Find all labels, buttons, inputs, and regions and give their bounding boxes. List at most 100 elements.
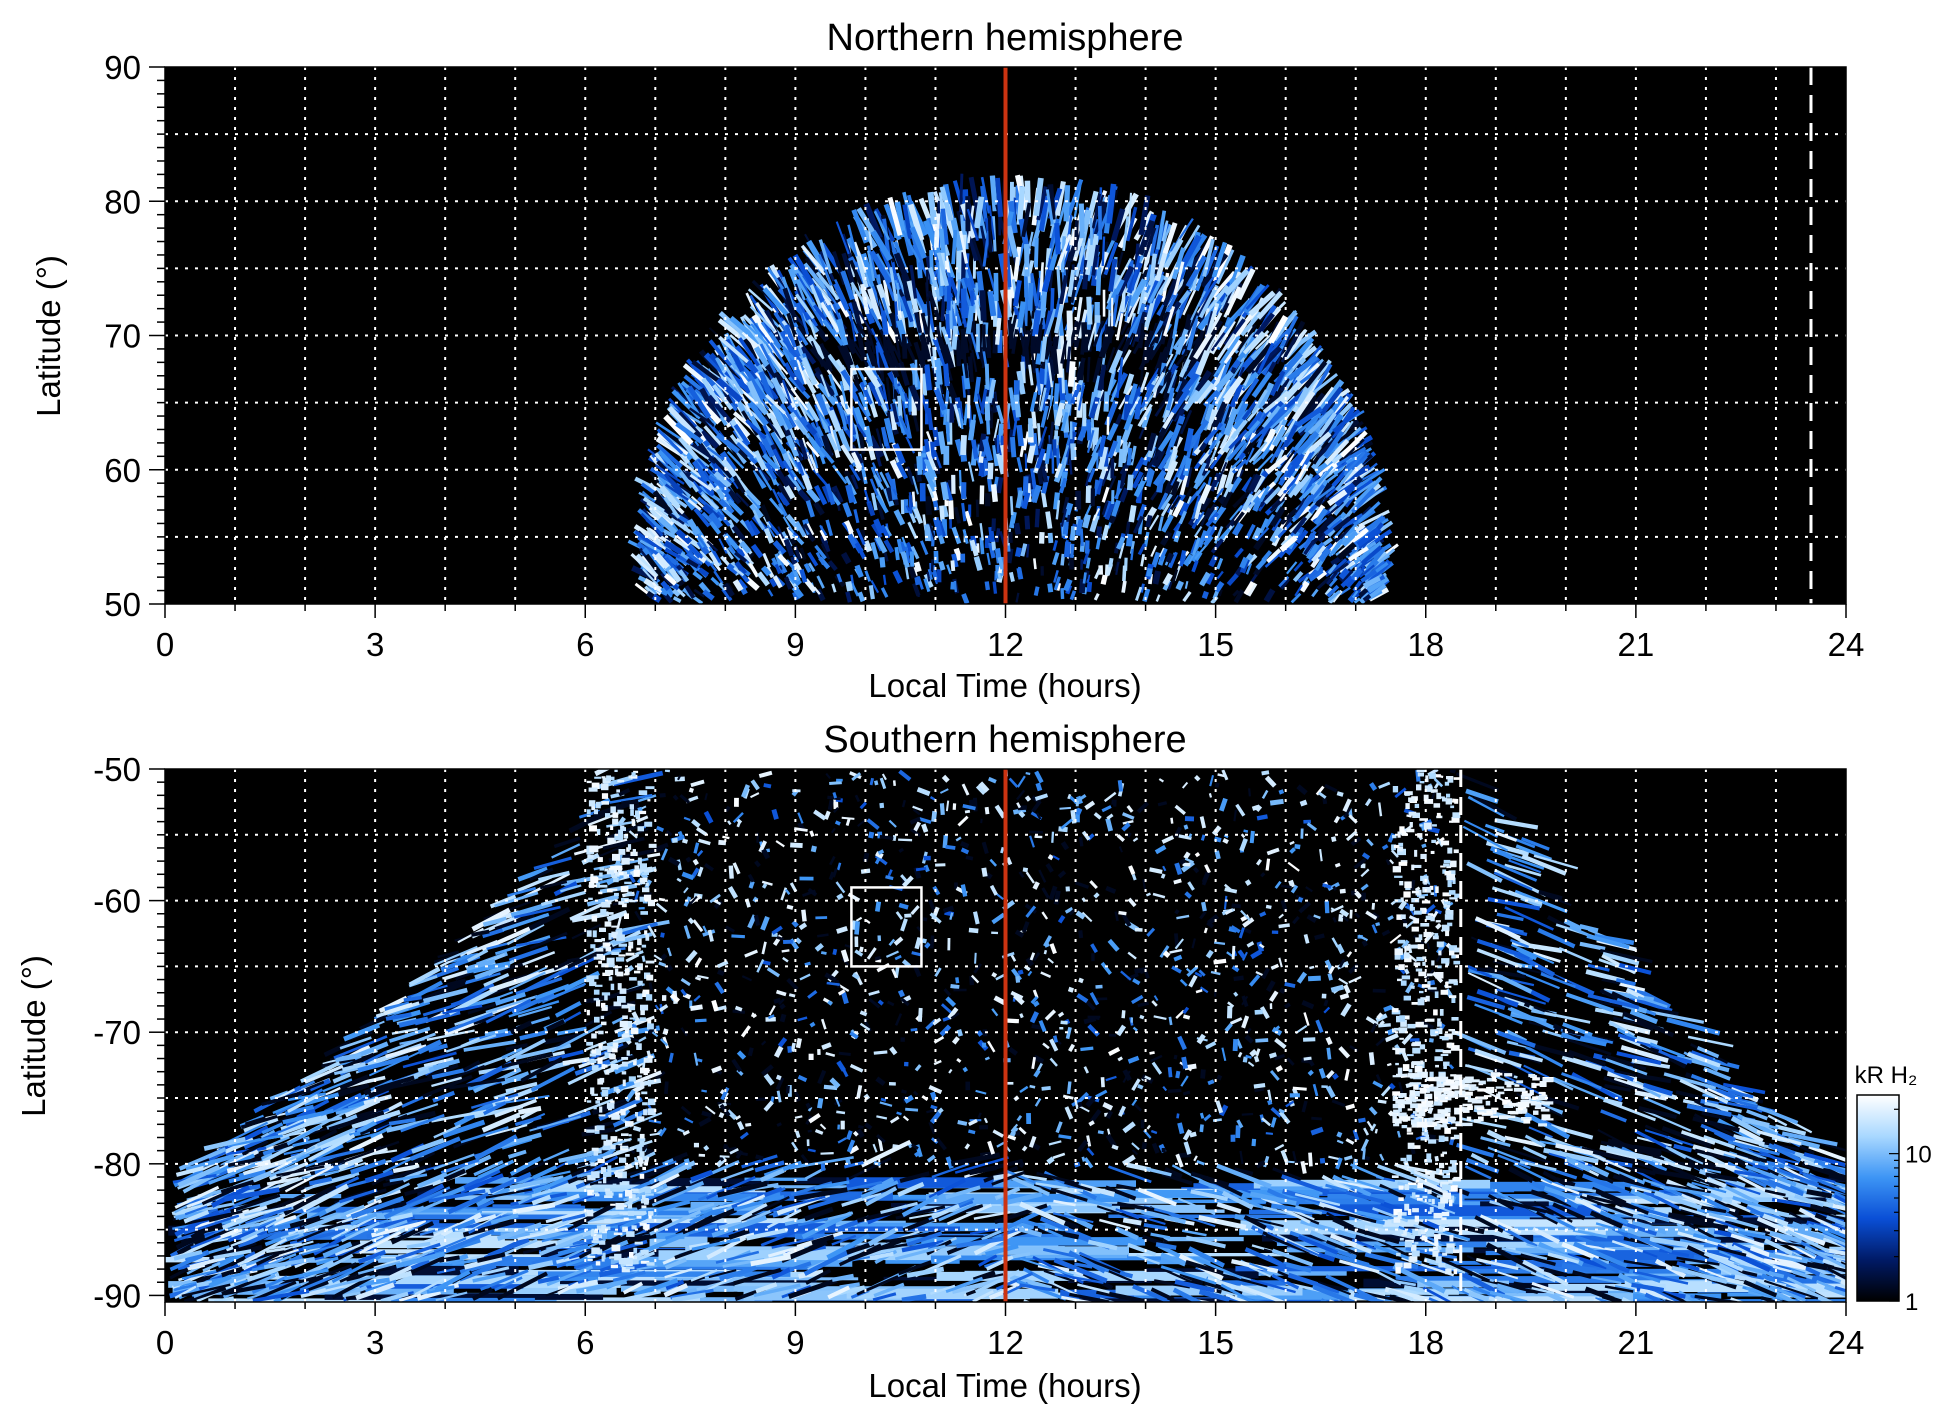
emission-streak — [874, 854, 888, 866]
emission-streak — [1243, 420, 1261, 439]
emission-streak — [1249, 489, 1264, 505]
emission-streak — [1213, 836, 1222, 843]
emission-streak — [762, 453, 780, 471]
emission-streak — [1522, 1145, 1547, 1160]
emission-streak — [884, 472, 897, 490]
emission-streak — [1214, 850, 1221, 860]
emission-streak — [848, 464, 861, 482]
emission-streak — [1143, 1222, 1168, 1231]
emission-streak — [871, 523, 883, 539]
emission-streak — [1023, 431, 1029, 451]
emission-streak — [1311, 1116, 1322, 1121]
emission-streak — [1044, 359, 1048, 385]
emission-streak — [703, 470, 717, 488]
emission-streak — [1271, 425, 1288, 447]
emission-streak — [1199, 571, 1211, 587]
emission-streak — [923, 578, 931, 593]
emission-streak — [1097, 364, 1107, 391]
northern-title: Northern hemisphere — [827, 17, 1184, 59]
emission-streak — [684, 585, 696, 599]
emission-streak — [1079, 528, 1084, 547]
emission-streak — [1481, 1278, 1539, 1294]
emission-streak — [1350, 568, 1363, 582]
emission-streak — [907, 565, 917, 579]
emission-streak — [1278, 987, 1286, 995]
emission-streak — [701, 1089, 707, 1093]
emission-streak — [857, 591, 866, 603]
emission-streak — [970, 352, 974, 380]
emission-streak — [973, 555, 983, 571]
emission-streak — [1060, 841, 1070, 851]
emission-streak — [654, 552, 670, 569]
emission-band — [522, 1225, 653, 1231]
emission-streak — [870, 579, 880, 594]
emission-streak — [692, 570, 703, 581]
emission-streak — [1323, 430, 1345, 458]
emission-streak — [1035, 782, 1043, 792]
emission-streak — [939, 788, 949, 794]
emission-streak — [1021, 492, 1031, 510]
emission-streak — [1326, 489, 1348, 507]
emission-streak — [1223, 407, 1239, 436]
emission-streak — [1047, 184, 1056, 220]
emission-streak — [848, 310, 857, 342]
emission-streak — [1131, 873, 1137, 881]
emission-streak — [1259, 911, 1267, 918]
emission-streak — [1057, 915, 1066, 924]
emission-streak — [924, 524, 931, 542]
emission-streak — [820, 1018, 827, 1030]
emission-streak — [1028, 364, 1034, 386]
emission-streak — [1291, 342, 1314, 369]
emission-streak — [1278, 1110, 1291, 1125]
emission-streak — [754, 1160, 785, 1173]
emission-streak — [1310, 517, 1328, 533]
emission-streak — [836, 1110, 846, 1115]
emission-streak — [675, 528, 693, 545]
emission-streak — [1052, 540, 1058, 551]
emission-streak — [1033, 237, 1039, 268]
emission-streak — [1056, 348, 1064, 378]
emission-streak — [1128, 396, 1141, 416]
emission-streak — [1222, 837, 1229, 844]
emission-streak — [880, 587, 889, 598]
emission-streak — [845, 581, 854, 592]
emission-streak — [1317, 412, 1337, 438]
emission-streak — [884, 339, 900, 369]
emission-streak — [1683, 1220, 1715, 1239]
emission-streak — [1053, 492, 1060, 510]
emission-streak — [906, 280, 920, 313]
emission-streak — [712, 457, 733, 479]
emission-streak — [801, 473, 813, 491]
emission-streak — [1016, 567, 1024, 580]
emission-streak — [1259, 518, 1269, 534]
emission-streak — [1455, 772, 1500, 792]
emission-streak — [1324, 783, 1338, 793]
emission-streak — [1195, 481, 1207, 497]
emission-streak — [1357, 501, 1381, 523]
emission-streak — [1214, 581, 1225, 593]
emission-streak — [929, 935, 935, 949]
emission-streak — [1097, 205, 1103, 240]
emission-streak — [986, 552, 991, 566]
emission-streak — [726, 563, 740, 575]
emission-streak — [266, 1176, 300, 1186]
emission-streak — [1055, 500, 1061, 520]
emission-streak — [1070, 809, 1077, 824]
emission-streak — [762, 287, 790, 317]
emission-streak — [1824, 1248, 1846, 1256]
emission-streak — [940, 481, 950, 501]
emission-streak — [1031, 1056, 1036, 1070]
emission-streak — [1127, 312, 1143, 339]
emission-streak — [1200, 834, 1206, 841]
emission-streak — [1668, 1212, 1721, 1226]
emission-streak — [894, 954, 902, 961]
emission-streak — [940, 504, 949, 518]
emission-streak — [1063, 185, 1071, 222]
emission-streak — [1324, 587, 1333, 596]
emission-streak — [305, 1080, 325, 1091]
emission-streak — [766, 354, 786, 380]
emission-streak — [718, 839, 727, 846]
emission-band — [744, 1177, 808, 1181]
emission-streak — [1290, 592, 1302, 604]
emission-streak — [953, 580, 958, 593]
